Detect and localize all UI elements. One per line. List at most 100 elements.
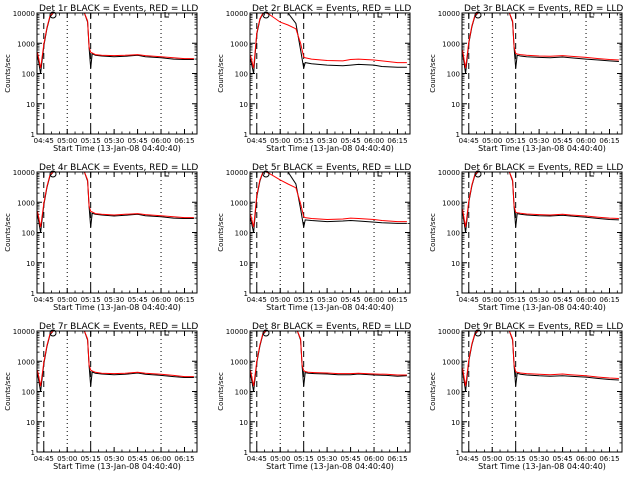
- panel-title: Det 3r BLACK = Events, RED = LLD: [464, 4, 623, 14]
- x-tick-label: 04:45: [247, 296, 267, 304]
- panel-title: Det 9r BLACK = Events, RED = LLD: [464, 322, 623, 332]
- x-tick-label: 06:15: [599, 296, 619, 304]
- y-tick-label: 10000: [13, 10, 35, 18]
- y-tick-label: 10: [451, 419, 460, 427]
- marker-circle-symbol: [262, 11, 270, 19]
- marker-circle-symbol: [49, 170, 57, 178]
- x-axis-label: Start Time (13-Jan-08 04:40:40): [266, 303, 394, 312]
- y-tick-label: 100: [447, 230, 460, 238]
- x-tick-label: 05:45: [552, 455, 572, 463]
- plot-frame: [461, 330, 623, 453]
- x-tick-label: 06:00: [576, 296, 596, 304]
- x-tick-label: 04:45: [459, 137, 479, 145]
- detector-panel: Det 6r BLACK = Events, RED = LLD Counts/s…: [429, 163, 623, 312]
- x-tick-label: 05:00: [57, 296, 77, 304]
- series-line-events: [462, 13, 619, 74]
- marker-circle-symbol: [49, 11, 57, 19]
- x-tick-label: 05:30: [529, 137, 549, 145]
- plot-frame: [461, 12, 623, 135]
- y-tick-label: 10: [451, 260, 460, 268]
- series-line-lld: [462, 13, 619, 69]
- x-tick-label: 06:00: [151, 137, 171, 145]
- x-tick-label: 06:15: [599, 455, 619, 463]
- x-tick-label: 06:15: [387, 137, 407, 145]
- marker-circle-symbol: [474, 329, 482, 337]
- plot-frame: [36, 330, 198, 453]
- y-axis-label: Counts/sec: [4, 372, 12, 411]
- x-axis-label: Start Time (13-Jan-08 04:40:40): [266, 462, 394, 471]
- x-tick-label: 05:45: [340, 296, 360, 304]
- y-tick-label: 10: [26, 419, 35, 427]
- y-tick-label: 1: [244, 449, 248, 457]
- marker-bracket-symbol: [377, 330, 383, 336]
- x-tick-label: 05:00: [57, 455, 77, 463]
- y-tick-label: 1000: [442, 40, 460, 48]
- y-tick-label: 1000: [17, 199, 35, 207]
- x-tick-label: 06:15: [387, 296, 407, 304]
- x-tick-label: 05:30: [104, 296, 124, 304]
- x-tick-label: 06:00: [151, 296, 171, 304]
- y-axis-label: Counts/sec: [217, 213, 225, 252]
- marker-circle-symbol: [474, 170, 482, 178]
- y-tick-label: 1: [31, 290, 35, 298]
- panel-title: Det 7r BLACK = Events, RED = LLD: [39, 322, 198, 332]
- x-tick-label: 05:00: [482, 296, 502, 304]
- x-axis-label: Start Time (13-Jan-08 04:40:40): [53, 462, 181, 471]
- marker-bracket-symbol: [377, 12, 383, 18]
- marker-circle-symbol: [262, 170, 270, 178]
- y-tick-label: 10000: [438, 10, 460, 18]
- panel-title: Det 2r BLACK = Events, RED = LLD: [252, 4, 411, 14]
- y-tick-label: 10000: [438, 328, 460, 336]
- panel-title: Det 5r BLACK = Events, RED = LLD: [252, 163, 411, 173]
- detector-panel: Det 5r BLACK = Events, RED = LLD Counts/s…: [217, 163, 411, 312]
- detector-panel: Det 7r BLACK = Events, RED = LLD Counts/s…: [4, 322, 198, 471]
- series-line-lld: [37, 331, 194, 387]
- detector-panel: Det 9r BLACK = Events, RED = LLD Counts/s…: [429, 322, 623, 471]
- x-tick-label: 05:00: [270, 137, 290, 145]
- x-tick-label: 05:30: [529, 455, 549, 463]
- x-tick-label: 05:45: [552, 137, 572, 145]
- marker-bracket-symbol: [589, 330, 595, 336]
- y-tick-label: 10000: [226, 328, 248, 336]
- x-tick-label: 06:15: [174, 137, 194, 145]
- marker-bracket-symbol: [164, 330, 170, 336]
- y-tick-label: 10000: [226, 169, 248, 177]
- plot-frame: [36, 171, 198, 294]
- x-tick-label: 05:30: [317, 137, 337, 145]
- x-tick-label: 05:45: [127, 137, 147, 145]
- x-tick-label: 05:15: [506, 296, 526, 304]
- x-tick-label: 04:45: [247, 455, 267, 463]
- y-tick-label: 10: [451, 101, 460, 109]
- series-line-events: [250, 172, 407, 233]
- y-tick-label: 100: [447, 71, 460, 79]
- x-tick-label: 05:30: [317, 296, 337, 304]
- x-tick-label: 05:00: [482, 137, 502, 145]
- x-axis-label: Start Time (13-Jan-08 04:40:40): [266, 144, 394, 153]
- y-axis-label: Counts/sec: [4, 54, 12, 93]
- y-axis-label: Counts/sec: [4, 213, 12, 252]
- y-tick-label: 1000: [230, 199, 248, 207]
- x-tick-label: 04:45: [34, 296, 54, 304]
- x-tick-label: 05:15: [294, 296, 314, 304]
- marker-circle-symbol: [474, 11, 482, 19]
- plot-frame: [461, 171, 623, 294]
- x-tick-label: 06:15: [599, 137, 619, 145]
- x-tick-label: 05:45: [340, 455, 360, 463]
- x-tick-label: 04:45: [459, 296, 479, 304]
- panel-title: Det 8r BLACK = Events, RED = LLD: [252, 322, 411, 332]
- x-tick-label: 05:15: [294, 455, 314, 463]
- x-axis-label: Start Time (13-Jan-08 04:40:40): [478, 144, 606, 153]
- x-axis-label: Start Time (13-Jan-08 04:40:40): [53, 144, 181, 153]
- x-tick-label: 06:15: [174, 296, 194, 304]
- x-tick-label: 05:15: [81, 455, 101, 463]
- marker-circle-symbol: [49, 329, 57, 337]
- x-tick-label: 05:00: [482, 455, 502, 463]
- series-line-lld: [250, 331, 407, 387]
- panel-title: Det 4r BLACK = Events, RED = LLD: [39, 163, 198, 173]
- y-tick-label: 10000: [438, 169, 460, 177]
- y-tick-label: 100: [22, 230, 35, 238]
- y-tick-label: 1000: [230, 40, 248, 48]
- series-line-lld: [37, 13, 194, 69]
- x-tick-label: 05:45: [127, 296, 147, 304]
- x-tick-label: 05:15: [506, 455, 526, 463]
